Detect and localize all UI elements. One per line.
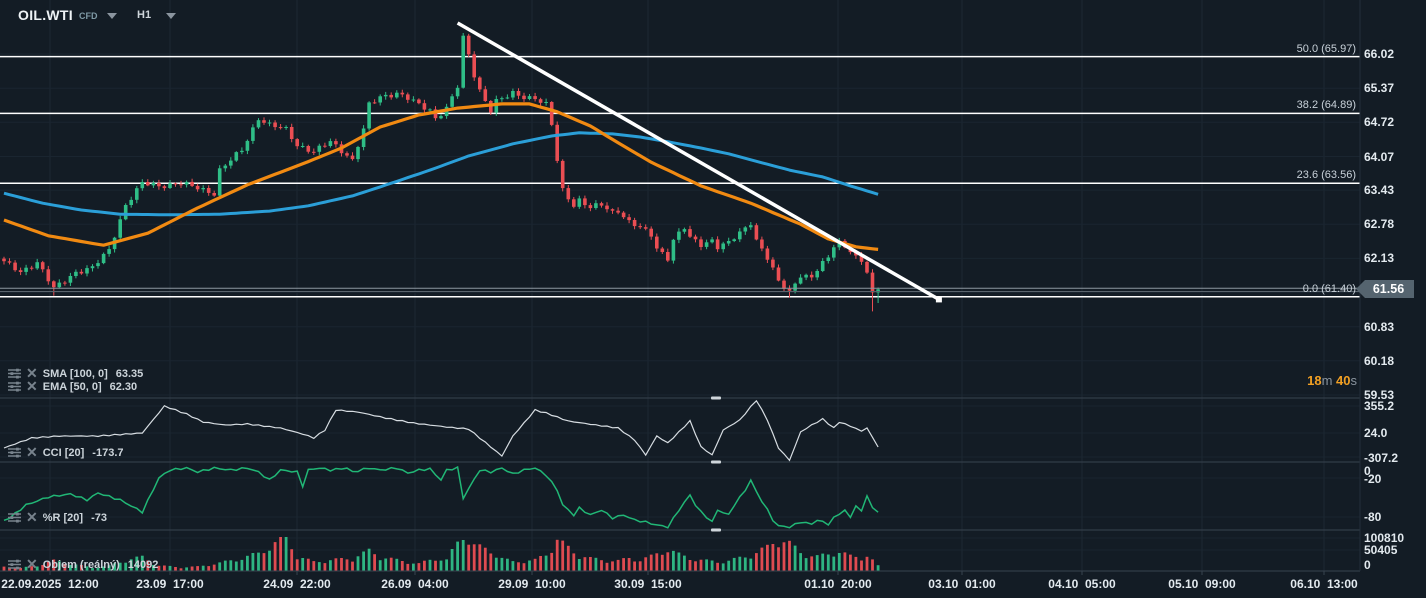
indicator-remove-icon[interactable]: ✕ <box>26 508 38 525</box>
time-axis-tick: 30.09 15:00 <box>614 577 682 591</box>
time-axis-tick: 03.10 01:00 <box>928 577 996 591</box>
time-axis-tick: 05.10 09:00 <box>1168 577 1236 591</box>
price-axis-tick: 62.13 <box>1364 251 1395 266</box>
volume-axis-tick: 0 <box>1364 558 1371 572</box>
time-axis-tick: 01.10 20:00 <box>804 577 872 591</box>
volume-label: Objem (reálný) <box>42 558 120 571</box>
indicator-settings-icon[interactable] <box>8 512 21 523</box>
indicator-legend-ema: ✕ EMA [50, 0] 62.30 <box>8 377 138 394</box>
wpr-value: -73 <box>91 511 107 524</box>
indicator-legend-volume: ✕ Objem (reálný) 14092 <box>8 555 159 572</box>
time-axis-tick: 22.09.2025 12:00 <box>1 577 99 591</box>
time-axis-tick: 24.09 22:00 <box>263 577 331 591</box>
candle-countdown-timer: 18m 40s <box>1307 373 1357 388</box>
symbol-selector[interactable]: OIL.WTI CFD <box>18 7 118 23</box>
price-axis-tick: 66.02 <box>1364 47 1395 61</box>
symbol-name: OIL.WTI <box>18 7 73 23</box>
sma-label: SMA [100, 0] <box>42 367 108 380</box>
pane-resize-handle[interactable] <box>711 396 721 400</box>
ema-value: 62.30 <box>109 380 138 393</box>
instrument-type-label: CFD <box>78 11 98 21</box>
wpr-axis-tick: 0 <box>1364 464 1371 478</box>
timeframe-selector[interactable]: H1 <box>137 9 177 21</box>
indicator-legend-wpr: ✕ %R [20] -73 <box>8 508 107 525</box>
price-axis-tick: 65.37 <box>1364 81 1395 96</box>
wpr-label: %R [20] <box>42 511 84 524</box>
pane-resize-handle[interactable] <box>711 460 721 464</box>
time-axis-tick: 04.10 05:00 <box>1048 577 1116 591</box>
volume-value: 14092 <box>127 558 159 571</box>
indicator-remove-icon[interactable]: ✕ <box>26 364 38 381</box>
indicator-settings-icon[interactable] <box>8 368 21 379</box>
wpr-axis-tick: -80 <box>1364 510 1382 524</box>
time-axis-tick: 26.09 04:00 <box>381 577 449 591</box>
indicator-remove-icon[interactable]: ✕ <box>26 377 38 394</box>
price-axis-tick: 64.72 <box>1364 115 1395 130</box>
timeframe-label: H1 <box>137 9 152 21</box>
current-price-value: 61.56 <box>1372 282 1405 296</box>
indicator-settings-icon[interactable] <box>8 447 21 458</box>
sma-value: 63.35 <box>115 367 144 380</box>
cci-axis-tick: -307.2 <box>1364 451 1399 465</box>
indicator-legend-cci: ✕ CCI [20] -173.7 <box>8 443 124 460</box>
chevron-down-icon <box>107 13 118 19</box>
time-axis-tick: 23.09 17:00 <box>136 577 204 591</box>
ema-label: EMA [50, 0] <box>42 380 102 393</box>
fib-level-label: 23.6 (63.56) <box>1296 169 1356 182</box>
current-price-badge: 61.56 <box>1356 280 1414 298</box>
price-axis-tick: 59.53 <box>1364 388 1395 402</box>
wpr-axis-tick: -20 <box>1364 472 1382 486</box>
fib-level-label: 0.0 (61.40) <box>1302 282 1356 295</box>
chevron-down-icon <box>166 13 177 19</box>
indicator-remove-icon[interactable]: ✕ <box>26 555 38 572</box>
cci-label: CCI [20] <box>42 446 85 459</box>
price-axis-tick: 60.18 <box>1364 353 1395 368</box>
price-axis-tick: 60.83 <box>1364 319 1395 334</box>
cci-axis-tick: 24.0 <box>1364 426 1388 440</box>
fib-level-label: 38.2 (64.89) <box>1296 99 1356 112</box>
time-axis-tick: 29.09 10:00 <box>498 577 566 591</box>
indicator-legend-sma: ✕ SMA [100, 0] 63.35 <box>8 364 144 381</box>
volume-axis-tick: 50405 <box>1364 543 1398 557</box>
price-axis-tick: 62.78 <box>1364 217 1395 232</box>
fib-level-label: 50.0 (65.97) <box>1296 42 1356 55</box>
indicator-remove-icon[interactable]: ✕ <box>26 443 38 460</box>
cci-value: -173.7 <box>92 446 124 459</box>
cci-axis-tick: 355.2 <box>1364 399 1395 413</box>
price-axis-tick: 63.43 <box>1364 183 1395 198</box>
indicator-settings-icon[interactable] <box>8 559 21 570</box>
time-axis-tick: 06.10 13:00 <box>1290 577 1358 591</box>
volume-axis-tick: 100810 <box>1364 531 1405 545</box>
pane-resize-handle[interactable] <box>711 528 721 532</box>
price-axis-tick: 64.07 <box>1364 149 1395 164</box>
indicator-settings-icon[interactable] <box>8 381 21 392</box>
